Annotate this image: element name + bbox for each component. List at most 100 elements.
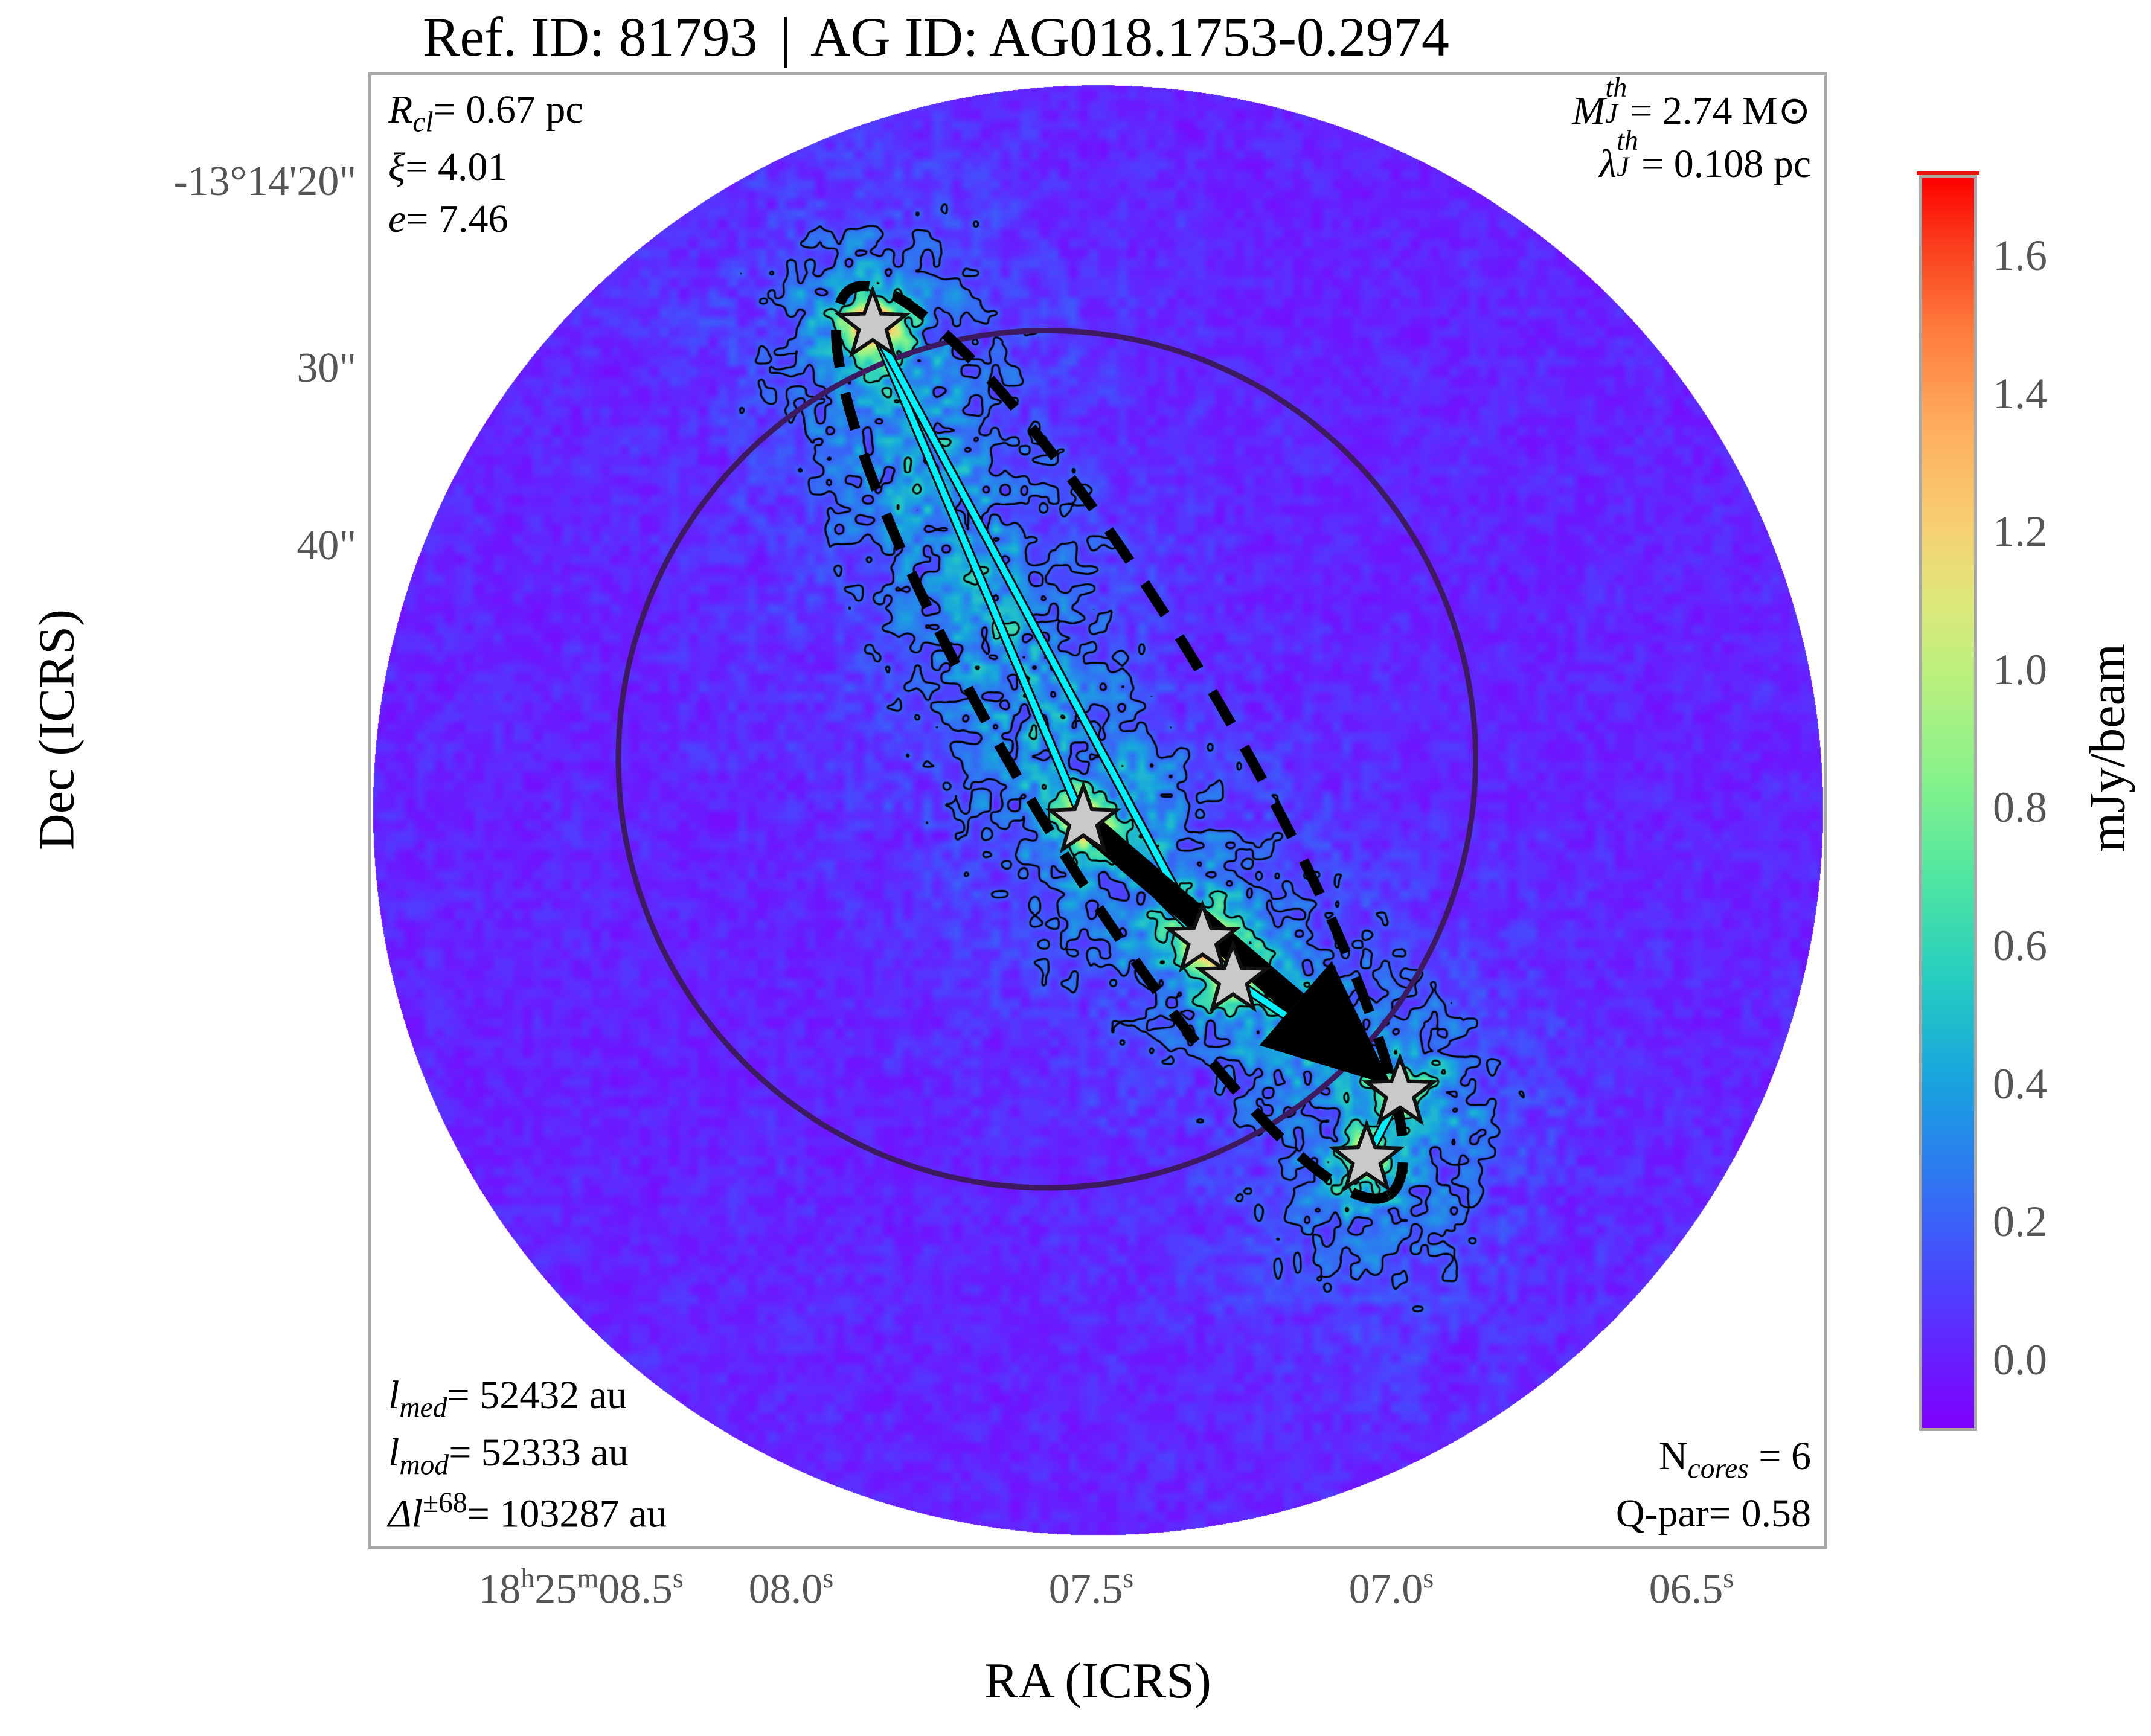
colorbar-tick-1.2: 1.2 [1993,507,2047,556]
x-tick-3: 07.0s [1348,1563,1434,1613]
mjeans-subscript: J [1605,98,1618,129]
lmed-value: 52432 [479,1373,580,1418]
annotation-ncores: Ncores = 6 [1616,1430,1811,1488]
xi-equals: = [405,145,428,190]
colorbar-tick-1.0: 1.0 [1993,645,2047,694]
colorbar-tick-1.4: 1.4 [1993,369,2047,418]
lmod-unit: au [591,1430,629,1475]
mjeans-superscript: th [1605,72,1627,103]
ncores-equals: = [1758,1434,1781,1479]
core-star-marker-1[interactable] [834,285,911,358]
figure-title: Ref. ID: 81793 | AG ID: AG018.1753-0.297… [0,5,1872,69]
ncores-subscript: cores [1687,1453,1749,1485]
lambdajeans-unit: pc [1773,141,1811,186]
deltal-superscript: ±68 [423,1487,467,1519]
e-symbol: e [388,196,406,241]
core-star-marker-2[interactable] [1045,780,1122,854]
annotation-bottom-right: Ncores = 6 Q-par= 0.58 [1616,1430,1811,1540]
map-overlay [615,280,1479,1204]
lambdajeans-superscript: th [1617,124,1638,156]
colorbar-tick-0.8: 0.8 [1993,783,2047,832]
annotation-lmed: lmed= 52432 au [388,1369,667,1427]
x-tick-2: 07.5s [1048,1563,1134,1613]
lambdajeans-equals: = [1641,141,1664,186]
x-tick-1: 08.0s [748,1563,834,1613]
core-star-marker-3[interactable] [1164,900,1241,973]
colorbar-tick-1.6: 1.6 [1993,231,2047,280]
annotation-jeans-length: λ th J = 0.108 pc [1572,125,1811,190]
lmod-equals: = [449,1430,472,1475]
colorbar [1919,175,1977,1431]
title-ag-id: AG018.1753-0.2974 [989,6,1449,68]
lambdajeans-value: 0.108 [1673,141,1764,186]
y-tick-0: -13°14'20" [173,158,357,205]
deltal-value: 103287 [499,1491,620,1536]
x-tick-0: 18h25m08.5s [478,1563,684,1613]
rcl-unit: pc [545,88,583,132]
rcl-value: 0.67 [466,88,536,132]
title-ag-label: AG ID: [810,6,979,68]
cluster-radius-circle [615,328,1479,1191]
x-tick-4: 06.5s [1649,1563,1734,1613]
qpar-symbol: Q-par [1615,1491,1709,1536]
lmod-subscript: mod [399,1449,449,1481]
colorbar-label: mJy/beam [2079,643,2136,853]
lmed-unit: au [589,1373,627,1418]
structure-ellipse [831,280,1409,1204]
annotation-delta-l: Δl±68= 103287 au [388,1485,667,1540]
y-tick-2: 40" [297,522,356,569]
ncores-symbol: N [1658,1434,1688,1479]
core-star-marker-5[interactable] [1361,1052,1438,1126]
deltal-symbol: Δl [388,1491,423,1536]
title-ref-label: Ref. ID: [423,6,605,68]
ncores-value: 6 [1791,1434,1811,1479]
qpar-value: 0.58 [1741,1491,1812,1536]
lmod-value: 52333 [481,1430,581,1475]
mst-edge-0 [870,324,1086,822]
annotation-qpar: Q-par= 0.58 [1616,1488,1811,1540]
annotation-bottom-left: lmed= 52432 au lmod= 52333 au Δl±68= 103… [388,1369,667,1540]
colorbar-tick-0.2: 0.2 [1993,1197,2047,1246]
mjeans-equals: = [1630,89,1653,133]
lambdajeans-symbol: λ [1599,141,1617,186]
title-ref-id: 81793 [618,6,758,68]
xi-value: 4.01 [438,145,508,190]
xi-symbol: ξ [388,145,406,190]
lmod-symbol: l [388,1430,400,1475]
y-tick-1: 30" [297,345,356,391]
annotation-e: e= 7.46 [388,193,583,245]
lmed-symbol: l [388,1373,400,1418]
title-separator: | [780,6,791,68]
qpar-equals: = [1708,1491,1731,1536]
e-value: 7.46 [438,196,508,241]
mjeans-symbol: M [1572,89,1606,133]
arrow-shaft [1081,816,1304,1013]
rcl-symbol: R [388,88,413,132]
lmed-equals: = [447,1373,470,1418]
y-axis-label: Dec (ICRS) [28,609,85,850]
mst-edge-1 [870,324,1205,942]
annotation-top-left: Rcl= 0.67 pc ξ= 4.01 e= 7.46 [388,84,583,245]
e-equals: = [406,196,429,241]
x-axis-label: RA (ICRS) [984,1653,1211,1709]
deltal-unit: au [629,1491,667,1536]
colorbar-tick-0.4: 0.4 [1993,1059,2047,1108]
core-star-marker-4[interactable] [1194,939,1272,1013]
colorbar-tick-0.6: 0.6 [1993,921,2047,970]
colorbar-over-marker [1917,171,1979,175]
lmed-subscript: med [399,1392,447,1424]
mjeans-unit: M⊙ [1742,89,1811,133]
annotation-lmod: lmod= 52333 au [388,1427,667,1484]
annotation-xi: ξ= 4.01 [388,141,583,193]
major-axis-arrow [1081,816,1392,1086]
lambdajeans-subscript: J [1617,151,1629,182]
annotation-rcl: Rcl= 0.67 pc [388,84,583,141]
core-star-marker-6[interactable] [1328,1118,1405,1192]
rcl-equals: = [433,88,456,132]
arrow-head [1259,961,1392,1086]
colorbar-tick-0.0: 0.0 [1993,1335,2047,1384]
mjeans-value: 2.74 [1662,89,1733,133]
